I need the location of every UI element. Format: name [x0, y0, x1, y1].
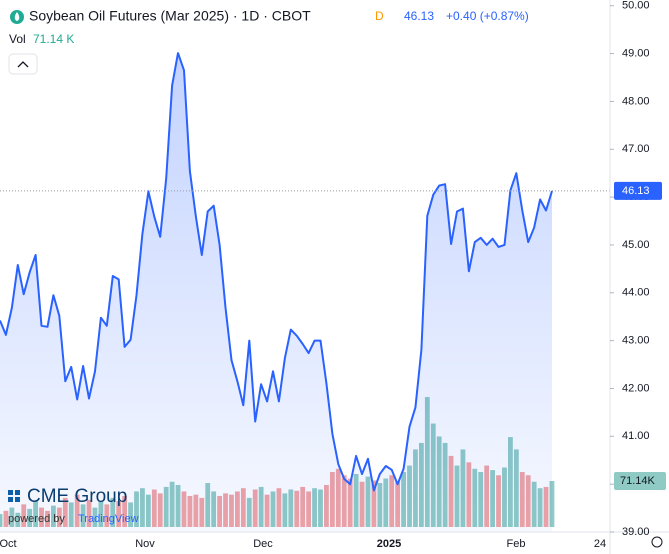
- last-price: 46.13: [404, 9, 434, 23]
- y-tick-label: 43.00: [622, 335, 650, 347]
- last-price-label: 46.13: [622, 185, 650, 197]
- volume-header: 71.14 K: [33, 32, 74, 46]
- x-tick-label: 24: [594, 538, 606, 550]
- price-line: [0, 52, 553, 492]
- volume-title: Vol: [9, 32, 26, 46]
- change-label: +0.40 (+0.87%): [446, 9, 529, 23]
- x-tick-label: Oct: [0, 538, 17, 550]
- y-tick-label: 49.00: [622, 47, 650, 59]
- brand: TradingView: [78, 513, 139, 525]
- y-tick-label: 50.00: [622, 0, 650, 12]
- source-badge: D: [375, 9, 384, 23]
- x-tick-label: Feb: [507, 538, 526, 550]
- logo-mark: [8, 497, 13, 502]
- logo-mark: [8, 490, 13, 495]
- y-tick-label: 47.00: [622, 143, 650, 155]
- y-axis: 39.0040.0041.0042.0043.0044.0045.0046.00…: [610, 0, 666, 538]
- powered-by: powered by: [8, 513, 65, 525]
- symbol-icon: [14, 12, 20, 21]
- last-price-box: [614, 181, 662, 200]
- collapse-icon: [17, 61, 29, 68]
- logo-mark: [15, 490, 20, 495]
- y-tick-label: 42.00: [622, 382, 650, 394]
- price-area: [0, 53, 552, 532]
- y-tick-label: 48.00: [622, 95, 650, 107]
- y-tick-label: 39.00: [622, 526, 650, 538]
- y-tick-label: 45.00: [622, 239, 650, 251]
- last-volume-label: 71.14K: [620, 475, 656, 487]
- plot: [0, 52, 610, 532]
- logo-text: CME Group: [27, 486, 127, 507]
- x-tick-label: Dec: [253, 538, 273, 550]
- x-tick-label: 2025: [377, 538, 401, 550]
- logo-mark: [15, 497, 20, 502]
- chart-title: Soybean Oil Futures (Mar 2025) · 1D · CB…: [29, 8, 311, 24]
- collapse-button[interactable]: [8, 53, 38, 75]
- last-volume-box: [614, 472, 666, 491]
- x-tick-label: Nov: [135, 538, 155, 550]
- settings-icon[interactable]: [651, 536, 663, 548]
- y-tick-label: 41.00: [622, 430, 650, 442]
- y-tick-label: 44.00: [622, 287, 650, 299]
